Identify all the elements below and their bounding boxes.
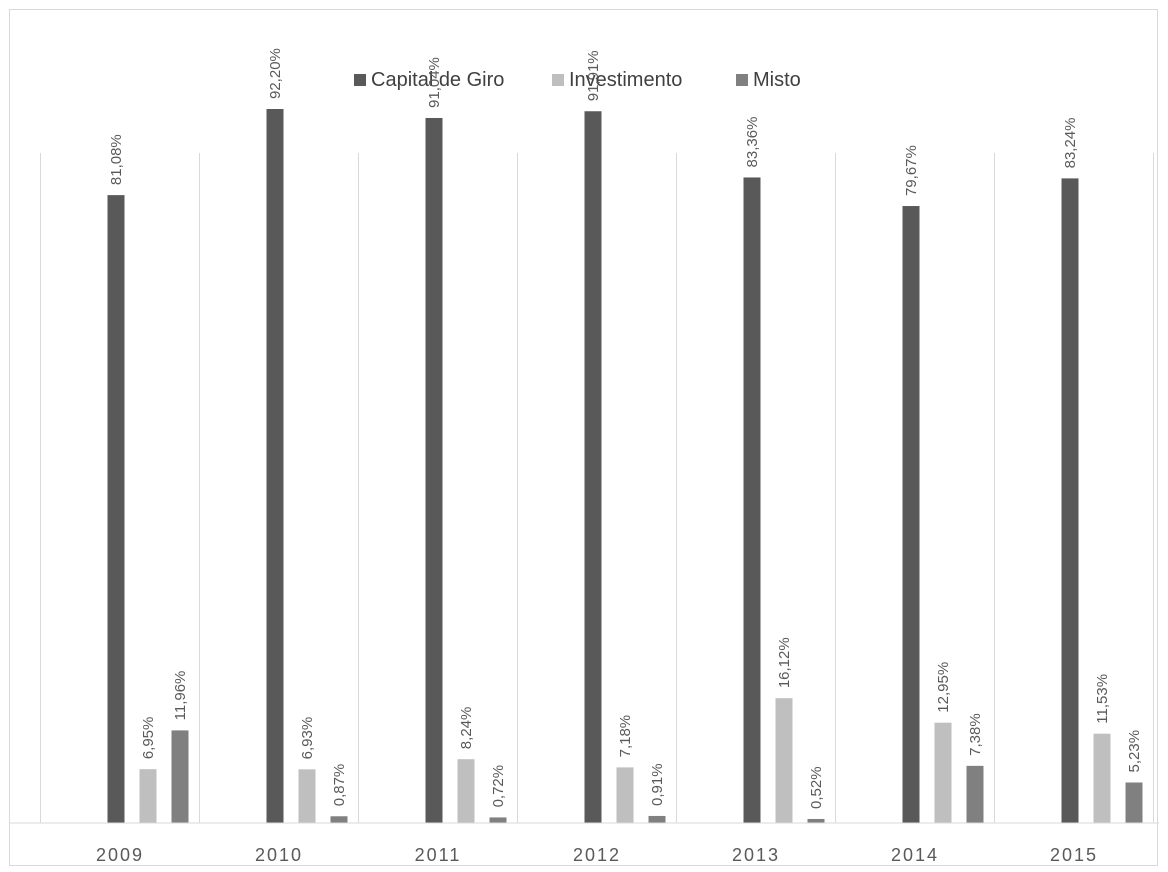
category-separators	[40, 153, 1154, 823]
data-label-misto-2012: 0,91%	[649, 763, 666, 806]
bar-investimento-2014	[934, 722, 952, 823]
legend: Capital de Giro Investimento Misto	[354, 69, 801, 91]
bar-investimento-2013	[775, 698, 793, 823]
legend-label-investimento: Investimento	[569, 69, 682, 91]
x-tick-label-2009: 2009	[96, 845, 144, 865]
bar-capital-de-giro-2011	[425, 117, 443, 824]
bar-capital-de-giro-2009	[107, 195, 125, 824]
data-label-capital-de-giro-2010: 92,20%	[267, 48, 284, 99]
data-label-capital-de-giro-2013: 83,36%	[744, 117, 761, 168]
legend-swatch-investimento	[552, 74, 564, 86]
data-labels: 81,08% 6,95% 11,96% 92,20% 6,93% 0,87% 91,04% 8…	[108, 48, 1143, 809]
legend-swatch-misto	[736, 74, 748, 86]
bar-investimento-2012	[616, 767, 634, 823]
x-axis-tick-labels: 2009 2010 2011 2012 2013 2014 2015	[96, 845, 1098, 865]
bar-misto-2010	[330, 816, 348, 823]
data-label-capital-de-giro-2009: 81,08%	[108, 134, 125, 185]
legend-label-misto: Misto	[753, 69, 801, 91]
data-label-misto-2014: 7,38%	[967, 713, 984, 756]
data-label-capital-de-giro-2012: 91,91%	[585, 50, 602, 101]
bar-misto-2015	[1125, 782, 1143, 823]
x-tick-label-2015: 2015	[1050, 845, 1098, 865]
data-label-investimento-2011: 8,24%	[458, 707, 475, 750]
data-label-misto-2013: 0,52%	[808, 766, 825, 809]
data-label-investimento-2010: 6,93%	[299, 717, 316, 760]
bar-capital-de-giro-2013	[743, 177, 761, 824]
data-label-misto-2009: 11,96%	[172, 671, 189, 721]
bar-investimento-2011	[457, 759, 475, 823]
x-tick-label-2014: 2014	[891, 845, 939, 865]
bar-capital-de-giro-2012	[584, 111, 602, 823]
x-tick-label-2010: 2010	[255, 845, 303, 865]
bar-misto-2014	[966, 765, 984, 823]
bar-capital-de-giro-2010	[266, 109, 284, 824]
bar-investimento-2009	[139, 769, 157, 823]
legend-swatch-capital-de-giro	[354, 74, 366, 86]
bars	[107, 109, 1143, 824]
data-label-capital-de-giro-2011: 91,04%	[426, 57, 443, 108]
data-label-investimento-2012: 7,18%	[617, 715, 634, 758]
data-label-capital-de-giro-2015: 83,24%	[1062, 118, 1079, 169]
data-label-investimento-2013: 16,12%	[776, 637, 793, 688]
chart-frame: Capital de Giro Investimento Misto 81,08% 6…	[9, 9, 1159, 866]
bar-investimento-2015	[1093, 733, 1111, 823]
data-label-misto-2015: 5,23%	[1126, 730, 1143, 773]
bar-misto-2012	[648, 815, 666, 823]
data-label-misto-2010: 0,87%	[331, 764, 348, 807]
x-tick-label-2012: 2012	[573, 845, 621, 865]
x-tick-label-2013: 2013	[732, 845, 780, 865]
data-label-investimento-2009: 6,95%	[140, 717, 157, 760]
data-label-investimento-2014: 12,95%	[935, 662, 952, 713]
x-tick-label-2011: 2011	[415, 845, 462, 865]
data-label-investimento-2015: 11,53%	[1094, 674, 1111, 724]
data-label-misto-2011: 0,72%	[490, 765, 507, 808]
bar-investimento-2010	[298, 769, 316, 823]
bar-chart: Capital de Giro Investimento Misto 81,08% 6…	[10, 48, 1159, 865]
bar-capital-de-giro-2014	[902, 206, 920, 823]
legend-label-capital-de-giro: Capital de Giro	[371, 69, 504, 91]
bar-misto-2011	[489, 817, 507, 823]
bar-capital-de-giro-2015	[1061, 178, 1079, 824]
data-label-capital-de-giro-2014: 79,67%	[903, 145, 920, 196]
bar-misto-2009	[171, 730, 189, 823]
bar-misto-2013	[807, 818, 825, 823]
